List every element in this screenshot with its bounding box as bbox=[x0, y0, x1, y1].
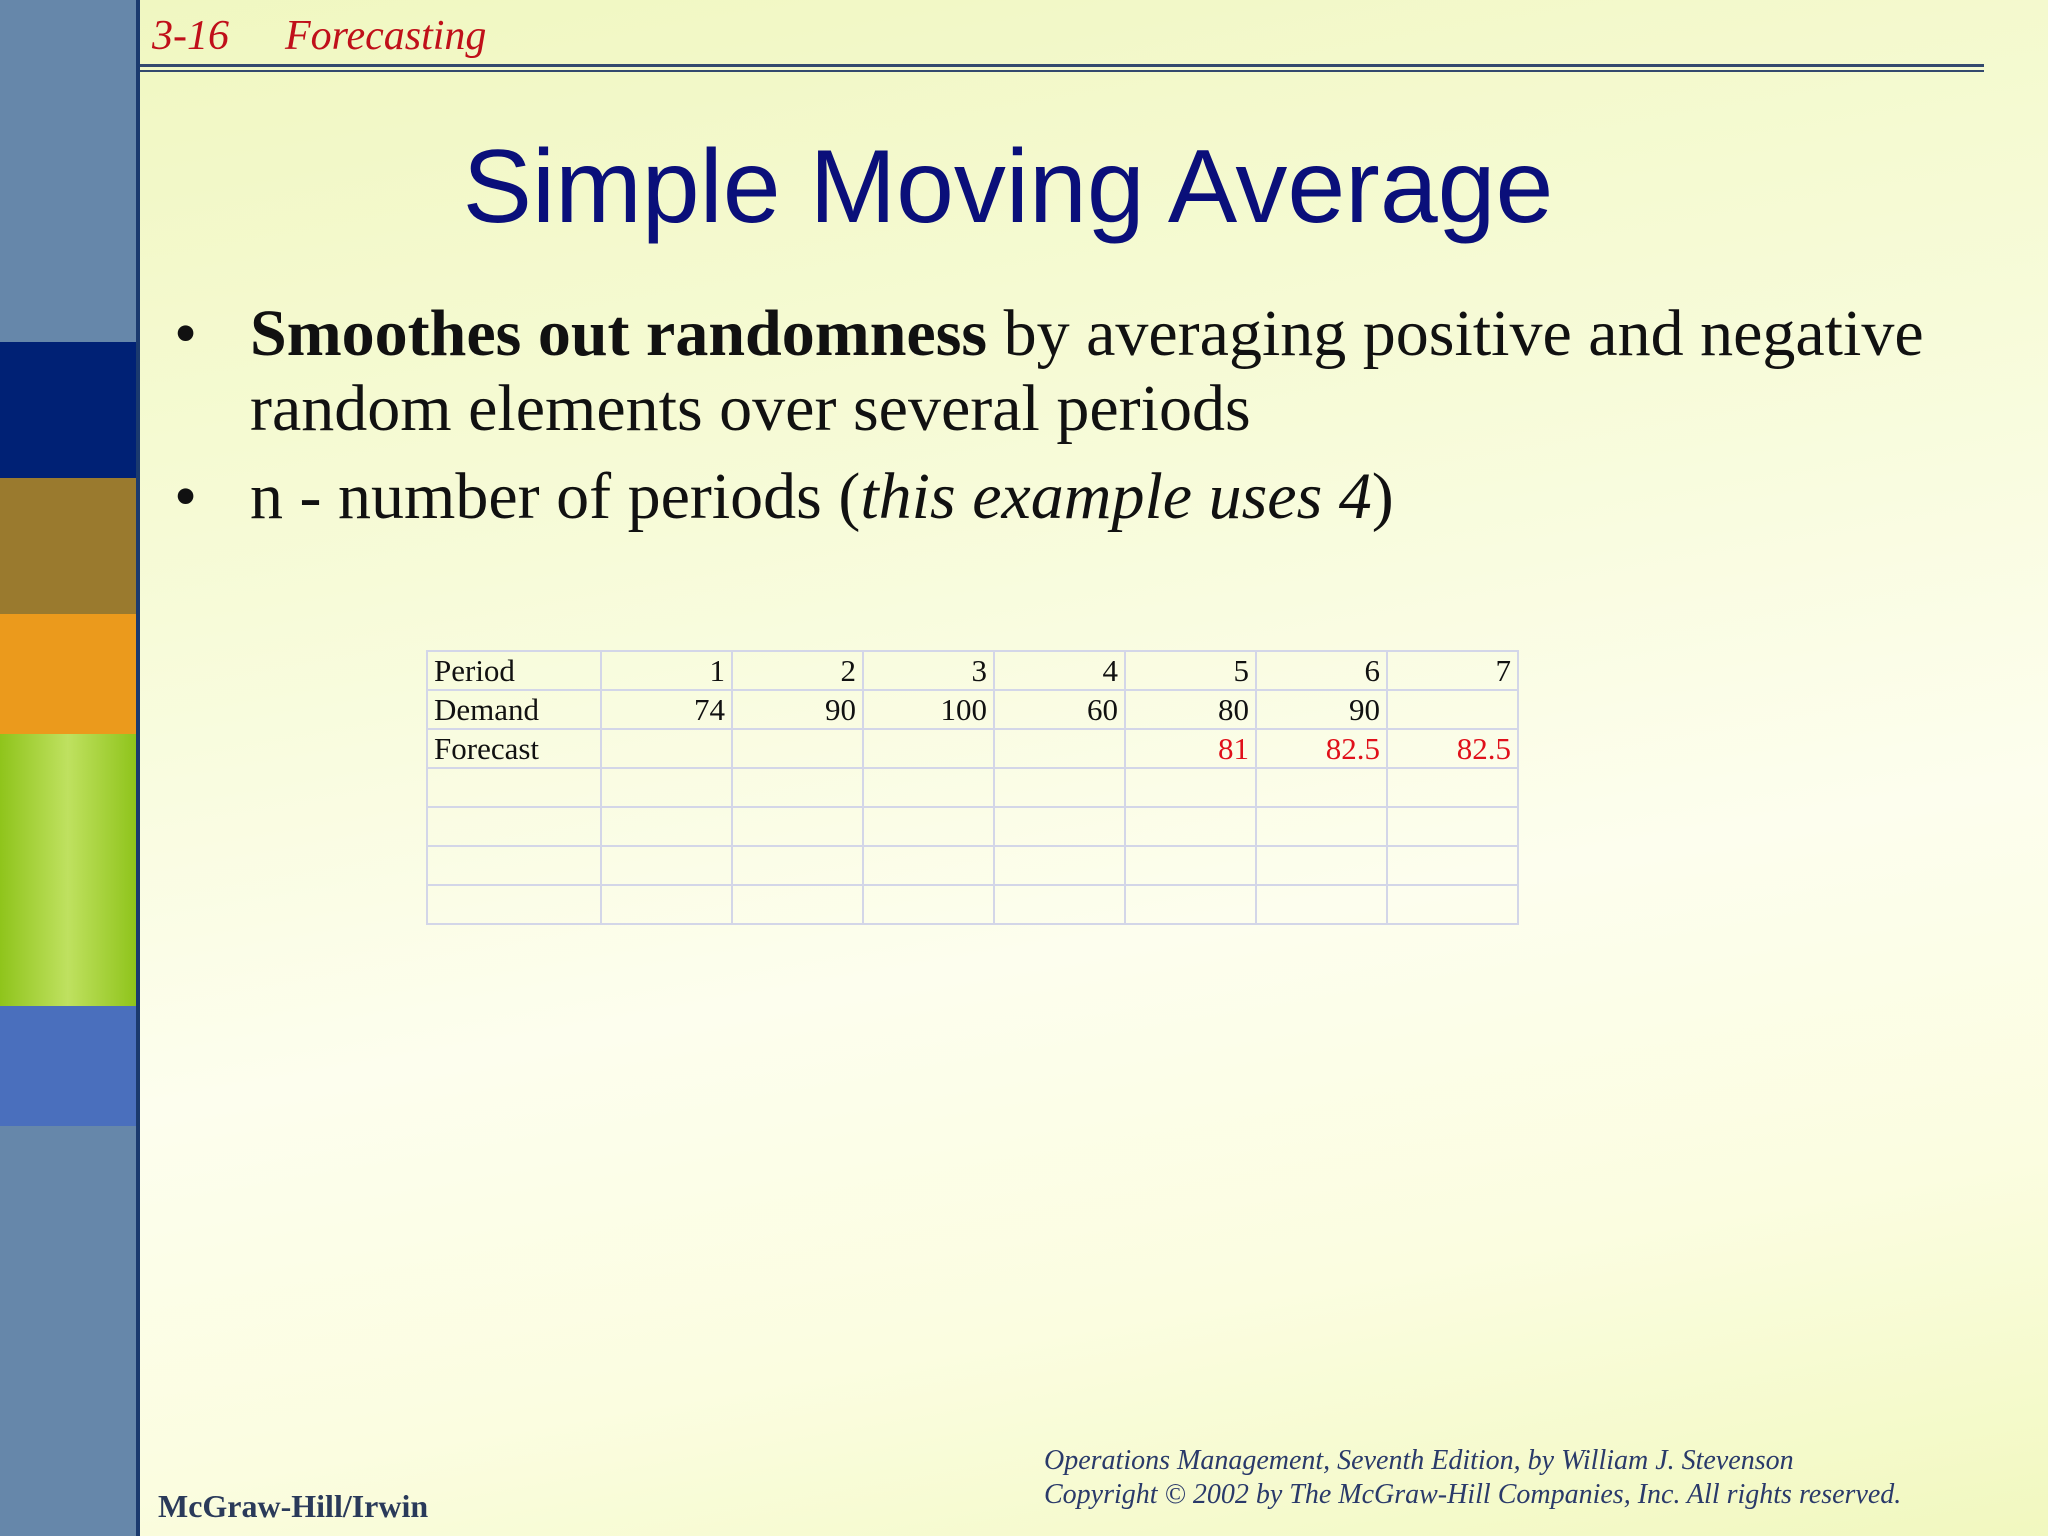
empty-cell bbox=[1124, 884, 1257, 925]
demand-cell: 90 bbox=[1255, 689, 1388, 730]
row-label-forecast: Forecast bbox=[426, 728, 602, 769]
forecast-cell bbox=[600, 728, 733, 769]
empty-cell bbox=[426, 767, 602, 808]
empty-cell bbox=[993, 884, 1126, 925]
empty-cell bbox=[1386, 767, 1519, 808]
bullet-text-end: ) bbox=[1371, 460, 1394, 533]
empty-cell bbox=[1255, 884, 1388, 925]
period-cell: 5 bbox=[1124, 650, 1257, 691]
publisher-label: McGraw-Hill/Irwin bbox=[158, 1488, 429, 1524]
empty-cell bbox=[600, 806, 733, 847]
empty-cell bbox=[1124, 806, 1257, 847]
table-row-empty bbox=[426, 884, 1519, 925]
empty-cell bbox=[1255, 767, 1388, 808]
sidebar-block-brown bbox=[0, 478, 136, 614]
bullet-item: • n - number of periods (this example us… bbox=[166, 459, 2006, 534]
period-cell: 7 bbox=[1386, 650, 1519, 691]
period-cell: 4 bbox=[993, 650, 1126, 691]
bullet-dot-icon: • bbox=[174, 297, 198, 370]
row-label-period: Period bbox=[426, 650, 602, 691]
header-rule-thin bbox=[140, 70, 1984, 72]
bullet-list: • Smoothes out randomness by averaging p… bbox=[166, 296, 2006, 547]
sidebar-divider bbox=[136, 0, 140, 1536]
forecast-cell bbox=[993, 728, 1126, 769]
demand-cell: 74 bbox=[600, 689, 733, 730]
bullet-dot-icon: • bbox=[174, 460, 198, 533]
sidebar-block-blue bbox=[0, 1006, 136, 1126]
forecast-cell bbox=[731, 728, 864, 769]
forecast-cell: 82.5 bbox=[1255, 728, 1388, 769]
empty-cell bbox=[1386, 884, 1519, 925]
slide-header: 3-16 Forecasting bbox=[152, 12, 486, 60]
empty-cell bbox=[600, 884, 733, 925]
slide-number: 3-16 bbox=[152, 13, 229, 59]
demand-cell: 100 bbox=[862, 689, 995, 730]
copyright-notice: Operations Management, Seventh Edition, … bbox=[1044, 1444, 1901, 1512]
empty-cell bbox=[862, 806, 995, 847]
forecast-cell: 82.5 bbox=[1386, 728, 1519, 769]
empty-cell bbox=[731, 806, 864, 847]
empty-cell bbox=[731, 845, 864, 886]
table-row-empty bbox=[426, 806, 1519, 847]
period-cell: 2 bbox=[731, 650, 864, 691]
empty-cell bbox=[600, 845, 733, 886]
forecast-cell: 81 bbox=[1124, 728, 1257, 769]
sidebar-block-orange bbox=[0, 614, 136, 734]
bullet-italic-text: this example uses 4 bbox=[860, 460, 1372, 533]
copyright-line: Copyright © 2002 by The McGraw-Hill Comp… bbox=[1044, 1479, 1902, 1510]
sidebar-block-green bbox=[0, 734, 136, 1006]
demand-cell bbox=[1386, 689, 1519, 730]
sidebar-decoration bbox=[0, 0, 136, 1536]
empty-cell bbox=[1124, 845, 1257, 886]
table-row-demand: Demand 74 90 100 60 80 90 bbox=[426, 689, 1519, 730]
book-credit: Operations Management, Seventh Edition, … bbox=[1044, 1445, 1794, 1476]
empty-cell bbox=[731, 767, 864, 808]
bullet-item: • Smoothes out randomness by averaging p… bbox=[166, 296, 2006, 446]
row-label-demand: Demand bbox=[426, 689, 602, 730]
empty-cell bbox=[600, 767, 733, 808]
table-row-period: Period 1 2 3 4 5 6 7 bbox=[426, 650, 1519, 691]
slide-title: Simple Moving Average bbox=[462, 129, 1554, 245]
empty-cell bbox=[426, 806, 602, 847]
header-rule bbox=[140, 64, 1984, 67]
demand-cell: 60 bbox=[993, 689, 1126, 730]
empty-cell bbox=[862, 767, 995, 808]
empty-cell bbox=[1255, 806, 1388, 847]
empty-cell bbox=[1255, 845, 1388, 886]
bullet-bold-text: Smoothes out randomness bbox=[250, 297, 988, 370]
section-name: Forecasting bbox=[285, 13, 487, 59]
moving-average-table: Period 1 2 3 4 5 6 7 Demand 74 90 100 60… bbox=[426, 650, 1519, 925]
demand-cell: 90 bbox=[731, 689, 864, 730]
table-row-forecast: Forecast 81 82.5 82.5 bbox=[426, 728, 1519, 769]
empty-cell bbox=[426, 845, 602, 886]
period-cell: 3 bbox=[862, 650, 995, 691]
empty-cell bbox=[1386, 806, 1519, 847]
empty-cell bbox=[993, 767, 1126, 808]
demand-cell: 80 bbox=[1124, 689, 1257, 730]
empty-cell bbox=[426, 884, 602, 925]
empty-cell bbox=[731, 884, 864, 925]
empty-cell bbox=[862, 884, 995, 925]
table-row-empty bbox=[426, 767, 1519, 808]
empty-cell bbox=[862, 845, 995, 886]
empty-cell bbox=[993, 806, 1126, 847]
empty-cell bbox=[1386, 845, 1519, 886]
period-cell: 6 bbox=[1255, 650, 1388, 691]
bullet-text: by averaging positive and negative rando… bbox=[250, 297, 1924, 445]
table-row-empty bbox=[426, 845, 1519, 886]
empty-cell bbox=[1124, 767, 1257, 808]
period-cell: 1 bbox=[600, 650, 733, 691]
empty-cell bbox=[993, 845, 1126, 886]
bullet-text: n - number of periods ( bbox=[250, 460, 861, 533]
sidebar-block-navy bbox=[0, 342, 136, 478]
forecast-cell bbox=[862, 728, 995, 769]
